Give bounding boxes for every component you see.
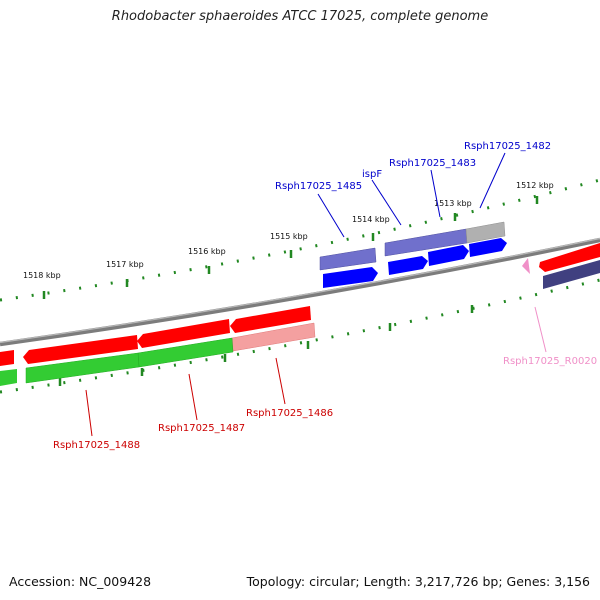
scale-label-1516: 1516 kbp xyxy=(188,247,226,256)
gene-label-ispf[interactable]: ispF xyxy=(362,169,382,180)
gene-bar-left-edge[interactable] xyxy=(0,369,17,386)
scale-label-1517: 1517 kbp xyxy=(106,260,144,269)
gene-label-rsph17025_1486[interactable]: Rsph17025_1486 xyxy=(246,408,333,419)
outer-tick-ring xyxy=(0,178,600,302)
scale-label-1513: 1513 kbp xyxy=(434,199,472,208)
genome-backbone-highlight xyxy=(0,237,600,344)
leader-lines xyxy=(85,152,547,437)
genome-backbone xyxy=(0,237,600,347)
gene-label-rsph17025_1488[interactable]: Rsph17025_1488 xyxy=(53,440,140,451)
cds-bar-rsph17025_1486[interactable] xyxy=(230,306,311,333)
scale-label-1515: 1515 kbp xyxy=(270,232,308,241)
gene-label-rsph17025_1483[interactable]: Rsph17025_1483 xyxy=(389,158,476,169)
gene-bar-right-dark[interactable] xyxy=(543,260,600,289)
cds-bar-rsph17025_1488[interactable] xyxy=(23,335,138,364)
genome-summary-text: Topology: circular; Length: 3,217,726 bp… xyxy=(246,574,590,589)
trna-rsph17025_r0020[interactable] xyxy=(522,258,530,274)
scale-label-1514: 1514 kbp xyxy=(352,215,390,224)
gene-bar-rsph17025_1488[interactable] xyxy=(25,352,140,384)
gene-label-rsph17025_1482[interactable]: Rsph17025_1482 xyxy=(464,141,551,152)
cds-bar-left-edge[interactable] xyxy=(0,350,14,366)
cds-bar-rsph17025_1487[interactable] xyxy=(137,319,230,348)
scale-label-1518: 1518 kbp xyxy=(23,271,61,280)
gene-bar-rsph17025_1485[interactable] xyxy=(319,247,377,271)
gene-label-rsph17025_1485[interactable]: Rsph17025_1485 xyxy=(275,181,362,192)
cds-bar-rsph17025_1485[interactable] xyxy=(323,267,378,288)
gene-label-rsph17025_1487[interactable]: Rsph17025_1487 xyxy=(158,423,245,434)
map-title: Rhodobacter sphaeroides ATCC 17025, comp… xyxy=(111,9,489,24)
reverse-features xyxy=(0,306,316,386)
gene-label-rsph17025_r0020[interactable]: Rsph17025_R0020 xyxy=(503,356,597,367)
gene-bar-rsph17025_1482[interactable] xyxy=(465,221,506,244)
cds-bar-rsph17025_1482[interactable] xyxy=(469,238,507,257)
cds-bar-rsph17025_1483[interactable] xyxy=(428,245,469,266)
scale-label-1512: 1512 kbp xyxy=(516,181,554,190)
major-ticks-inner xyxy=(58,305,474,386)
cds-bar-ispf[interactable] xyxy=(388,256,428,275)
cds-bar-right-red[interactable] xyxy=(539,243,600,272)
forward-features xyxy=(319,221,600,289)
major-ticks xyxy=(42,196,539,299)
accession-text: Accession: NC_009428 xyxy=(9,574,152,589)
